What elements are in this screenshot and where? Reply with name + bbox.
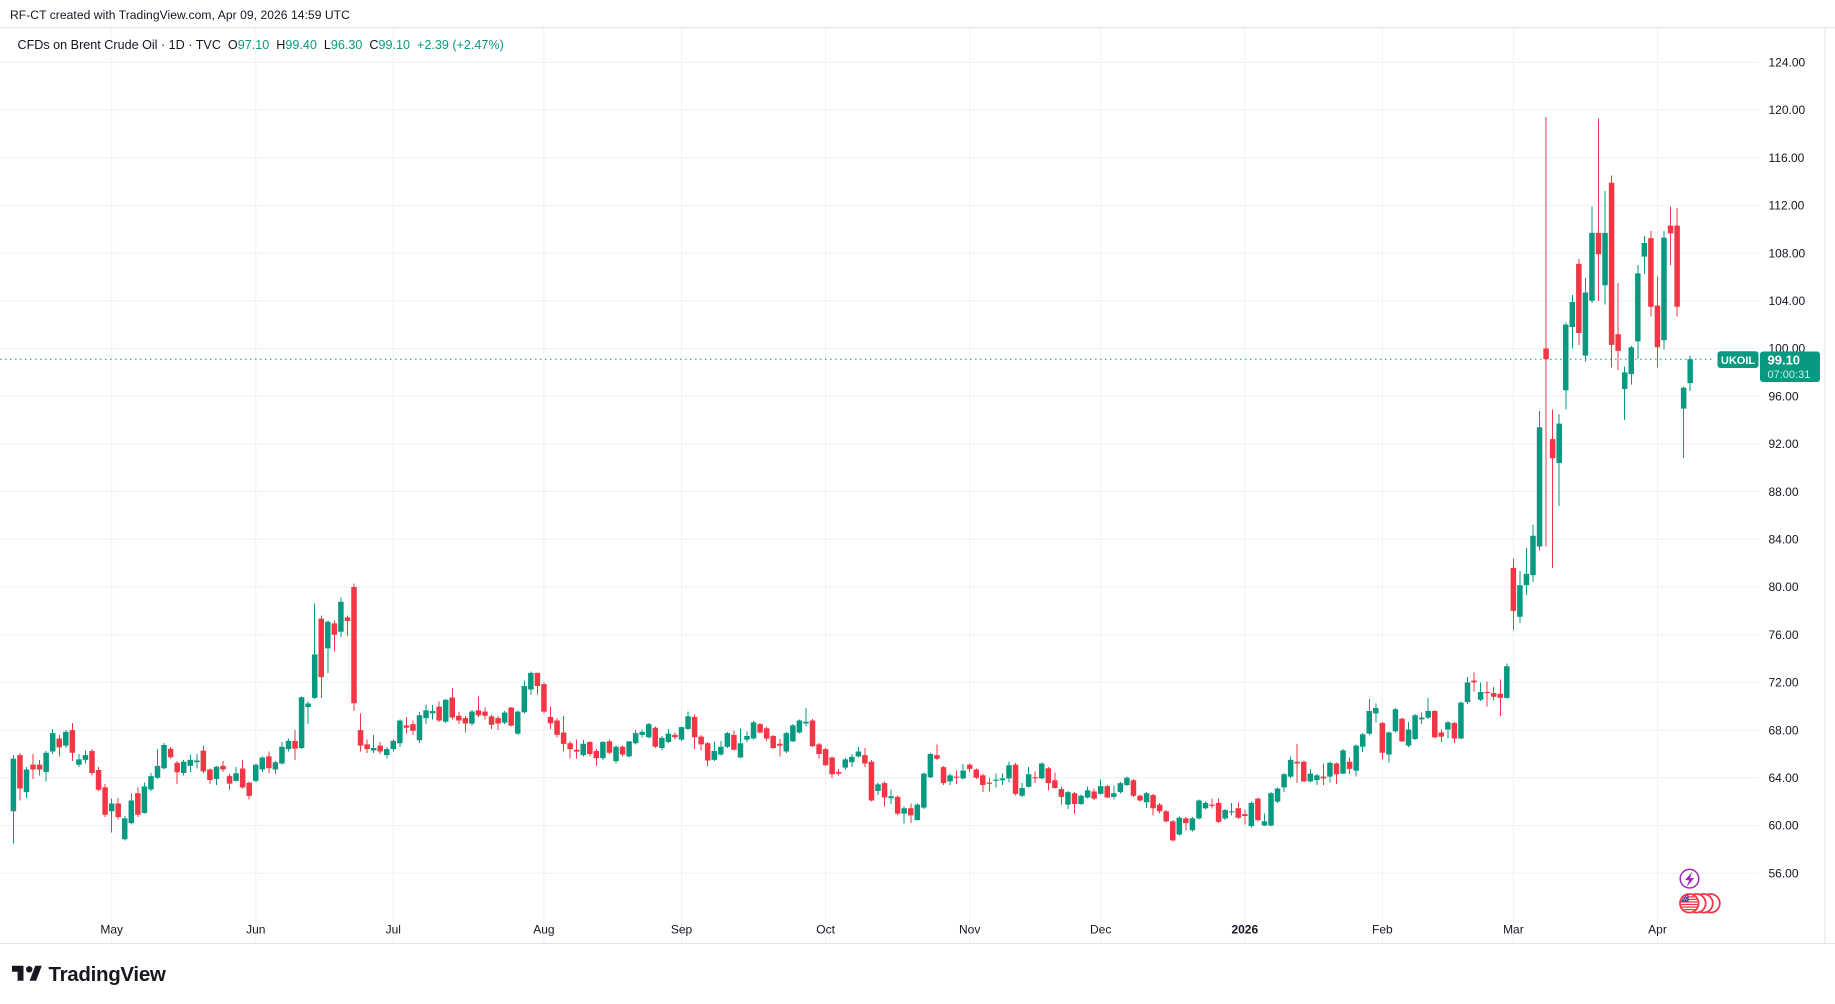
svg-text:56.00: 56.00 <box>1769 866 1799 880</box>
svg-text:96.00: 96.00 <box>1769 389 1799 403</box>
svg-text:Mar: Mar <box>1503 923 1524 937</box>
svg-text:80.00: 80.00 <box>1769 580 1799 594</box>
svg-text:Sep: Sep <box>671 923 693 937</box>
svg-text:76.00: 76.00 <box>1769 628 1799 642</box>
svg-text:99.10: 99.10 <box>1768 352 1801 367</box>
svg-text:92.00: 92.00 <box>1769 437 1799 451</box>
svg-text:120.00: 120.00 <box>1769 103 1806 117</box>
svg-text:84.00: 84.00 <box>1769 533 1799 547</box>
svg-text:72.00: 72.00 <box>1769 676 1799 690</box>
svg-text:104.00: 104.00 <box>1769 294 1806 308</box>
svg-text:UKOIL: UKOIL <box>1721 355 1756 367</box>
svg-text:Apr: Apr <box>1648 923 1667 937</box>
svg-text:Jul: Jul <box>386 923 401 937</box>
svg-text:07:00:31: 07:00:31 <box>1768 369 1811 381</box>
svg-text:108.00: 108.00 <box>1769 246 1806 260</box>
svg-text:64.00: 64.00 <box>1769 771 1799 785</box>
svg-text:124.00: 124.00 <box>1769 56 1806 70</box>
svg-text:Aug: Aug <box>533 923 554 937</box>
svg-text:TradingView: TradingView <box>49 963 166 986</box>
svg-text:116.00: 116.00 <box>1769 151 1805 165</box>
svg-text:Dec: Dec <box>1090 923 1111 937</box>
svg-text:Nov: Nov <box>959 923 980 937</box>
svg-text:Jun: Jun <box>246 923 265 937</box>
svg-text:88.00: 88.00 <box>1769 485 1799 499</box>
svg-text:2026: 2026 <box>1231 923 1258 937</box>
svg-text:Feb: Feb <box>1372 923 1393 937</box>
svg-text:68.00: 68.00 <box>1769 723 1799 737</box>
svg-text:May: May <box>100 923 123 937</box>
svg-text:Oct: Oct <box>816 923 835 937</box>
svg-text:112.00: 112.00 <box>1769 199 1805 213</box>
svg-text:60.00: 60.00 <box>1769 819 1799 833</box>
